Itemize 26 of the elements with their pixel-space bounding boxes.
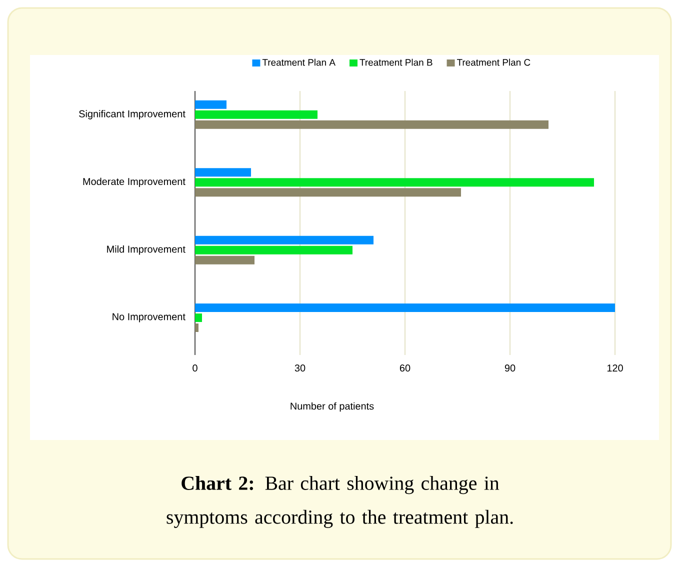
legend-label: Treatment Plan C <box>456 58 530 66</box>
bar <box>195 256 255 264</box>
x-tick-label: 90 <box>504 364 516 372</box>
legend-label: Treatment Plan B <box>360 58 432 66</box>
bar <box>195 188 462 197</box>
x-tick-label: 0 <box>192 364 198 372</box>
bar <box>195 304 616 312</box>
x-axis-title: Number of patients <box>290 402 374 412</box>
x-tick-label: 60 <box>400 364 410 372</box>
bar <box>195 110 318 119</box>
y-tick-label: Moderate Improvement <box>83 178 186 188</box>
bar <box>195 178 594 187</box>
y-tick-label: Significant Improvement <box>79 110 186 120</box>
legend-label: Treatment Plan A <box>262 58 336 66</box>
bar <box>195 324 199 332</box>
bar <box>195 236 374 244</box>
text: Chart 2: Bar chart showing change in symptoms according to the treatment plan. <box>166 476 513 528</box>
bar <box>195 100 227 109</box>
bar <box>195 314 202 322</box>
x-tick-label: 30 <box>294 364 306 372</box>
y-tick-label: No Improvement <box>112 313 186 322</box>
x-tick-label: 120 <box>607 364 623 372</box>
y-tick-label: Mild Improvement <box>107 245 186 255</box>
bar <box>195 120 549 129</box>
bar <box>195 246 353 254</box>
bar <box>195 168 252 177</box>
